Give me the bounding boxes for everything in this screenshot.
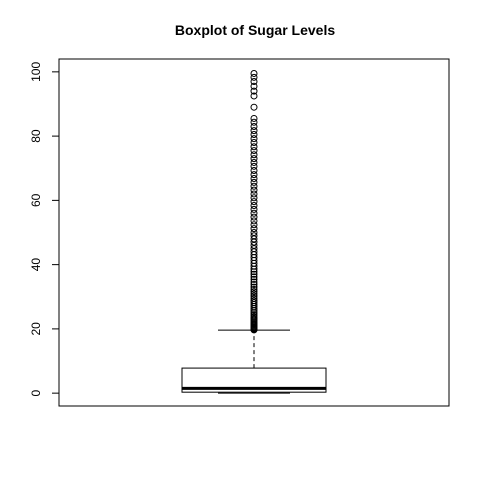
y-tick-label: 20 xyxy=(29,322,43,336)
outlier-point xyxy=(251,70,257,76)
outlier-point xyxy=(251,115,257,121)
y-tick-label: 0 xyxy=(29,389,43,396)
boxplot xyxy=(182,330,326,393)
y-tick-label: 100 xyxy=(29,62,43,82)
chart-title: Boxplot of Sugar Levels xyxy=(175,22,335,38)
outlier-point xyxy=(251,104,257,110)
y-axis: 0 20 40 60 80 100 xyxy=(29,62,59,397)
y-tick-label: 80 xyxy=(29,129,43,143)
outlier-points xyxy=(251,70,257,332)
y-tick-label: 40 xyxy=(29,258,43,272)
y-tick-label: 60 xyxy=(29,193,43,207)
